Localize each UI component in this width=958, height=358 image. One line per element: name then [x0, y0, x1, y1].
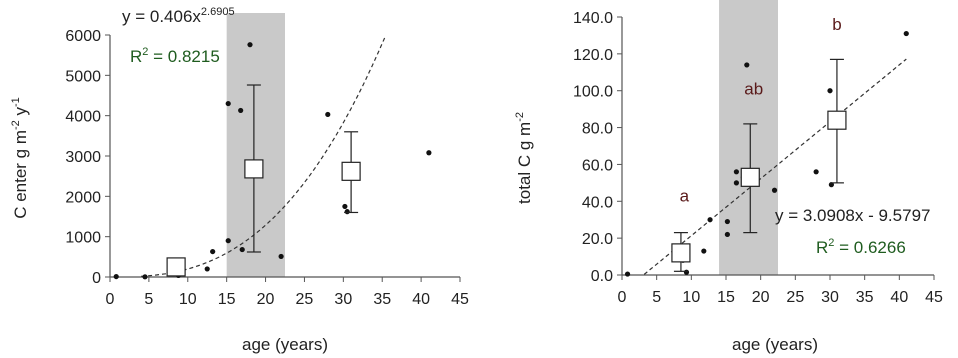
data-point: [624, 271, 631, 277]
y-tick-label: 140.0: [573, 10, 613, 27]
data-point: [342, 203, 348, 210]
fit-line: [643, 58, 907, 275]
x-tick-label: 15: [717, 289, 735, 306]
data-point: [225, 100, 231, 107]
data-point: [142, 274, 148, 280]
equation-label: y = 0.406x2.6905: [122, 6, 235, 26]
y-tick-label: 20.0: [582, 231, 613, 248]
group-labels: a ab b: [680, 15, 842, 205]
y-axis-label: C enter g m-2 y-1: [10, 97, 30, 219]
group-label: ab: [744, 79, 763, 98]
r-squared-label: R2 = 0.8215: [130, 46, 220, 66]
x-tick-label: 40: [412, 291, 430, 308]
data-point: [707, 217, 713, 223]
y-tick-label: 6000: [65, 28, 101, 45]
x-tick-label: 25: [296, 291, 314, 308]
data-point: [733, 169, 740, 175]
data-point: [210, 248, 216, 255]
x-tick-label: 5: [652, 289, 661, 306]
data-point: [247, 42, 253, 48]
y-tick-label: 80.0: [582, 121, 613, 138]
axes: 0 5 10 15 20 25 30 35 40 45 0 1000 2000 3000 4000 5000 6…: [65, 28, 469, 308]
mean-markers: [166, 84, 361, 277]
mean-box: [671, 243, 691, 263]
r-squared-label: R2 = 0.6266: [816, 237, 906, 257]
group-label: a: [680, 186, 690, 205]
y-tick-label: 2000: [65, 189, 101, 206]
data-point: [744, 62, 750, 68]
y-tick-label: 0: [92, 270, 101, 287]
y-tick-label: 60.0: [582, 157, 613, 174]
x-tick-label: 35: [856, 289, 874, 306]
data-point: [733, 180, 740, 186]
x-tick-label: 20: [752, 289, 770, 306]
data-point: [344, 209, 350, 215]
y-tick-label: 40.0: [582, 194, 613, 211]
x-tick-label: 30: [334, 291, 352, 308]
axes: 0 5 10 15 20 25 30 35 40 45 0.0 20.0 40.0 60.0 80.0 100…: [573, 10, 943, 306]
mean-box: [166, 257, 186, 277]
mean-box: [341, 161, 361, 181]
group-label: b: [832, 15, 841, 34]
x-tick-label: 45: [451, 291, 469, 308]
x-tick-label: 0: [106, 291, 115, 308]
data-point: [426, 150, 432, 156]
y-tick-label: 120.0: [573, 47, 613, 64]
data-point: [238, 107, 244, 114]
y-tick-label: 4000: [65, 109, 101, 126]
x-tick-label: 30: [821, 289, 839, 306]
fit-curve: [141, 37, 386, 277]
data-point: [724, 231, 730, 238]
x-tick-label: 5: [144, 291, 153, 308]
data-point: [813, 169, 819, 175]
mean-box: [740, 167, 760, 187]
x-tick-label: 10: [179, 291, 197, 308]
equation-label: y = 3.0908x - 9.5797: [775, 206, 930, 225]
data-point: [827, 88, 833, 94]
data-point: [239, 246, 245, 253]
highlight-band: [226, 13, 285, 277]
x-tick-label: 10: [682, 289, 700, 306]
x-tick-label: 35: [373, 291, 391, 308]
data-point: [113, 273, 119, 280]
y-tick-label: 3000: [65, 149, 101, 166]
data-point: [903, 30, 909, 37]
y-tick-label: 1000: [65, 230, 101, 247]
data-point: [278, 253, 284, 260]
y-tick-label: 100.0: [573, 84, 613, 101]
y-axis-label: total C g m-2: [514, 112, 534, 204]
data-point: [225, 238, 231, 244]
data-point: [701, 248, 707, 254]
chart-left: 0 5 10 15 20 25 30 35 40 45 0 1000 2000 3000 4000 5000 6…: [10, 6, 469, 354]
x-tick-label: 45: [925, 289, 943, 306]
y-tick-label: 5000: [65, 68, 101, 85]
mean-box: [827, 110, 847, 130]
fit-path: [141, 37, 386, 277]
data-point: [204, 266, 210, 272]
mean-box: [244, 159, 264, 179]
x-tick-label: 25: [786, 289, 804, 306]
x-tick-label: 20: [257, 291, 275, 308]
x-tick-label: 15: [218, 291, 236, 308]
highlight-band: [719, 0, 778, 275]
x-axis-label: age (years): [732, 335, 818, 354]
x-tick-label: 40: [890, 289, 908, 306]
fit-path: [643, 58, 907, 275]
y-tick-label: 0.0: [591, 268, 613, 285]
data-points: [113, 42, 432, 280]
data-point: [325, 111, 331, 118]
data-point: [683, 269, 690, 275]
data-point: [771, 187, 778, 193]
chart-right: 0 5 10 15 20 25 30 35 40 45 0.0 20.0 40.0 60.0 80.0 100…: [514, 0, 943, 354]
mean-markers: [671, 58, 847, 272]
x-tick-label: 0: [618, 289, 627, 306]
x-axis-label: age (years): [242, 335, 328, 354]
data-point: [724, 218, 730, 225]
